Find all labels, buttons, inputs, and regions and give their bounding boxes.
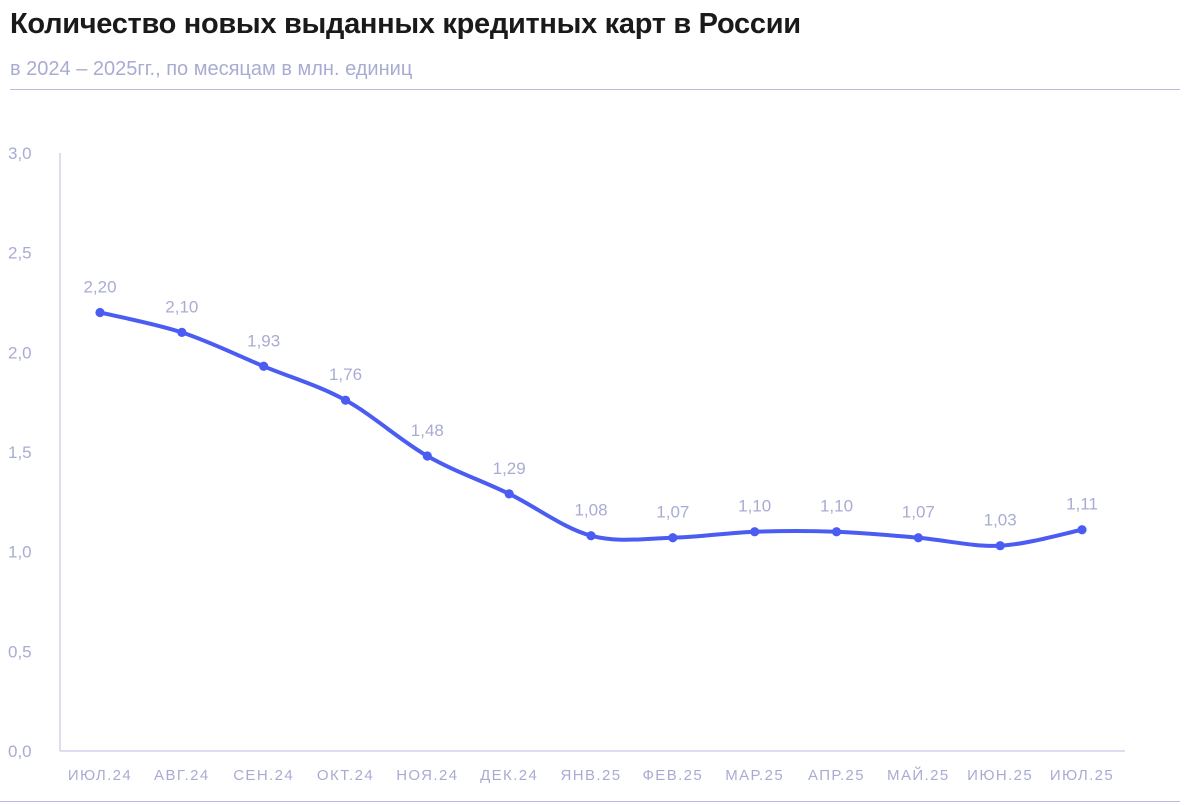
data-label: 2,20 xyxy=(83,277,116,296)
x-tick-label: ЯНВ.25 xyxy=(561,767,622,784)
x-tick-label: ИЮЛ.25 xyxy=(1050,767,1114,784)
data-point xyxy=(913,533,923,543)
chart-subtitle: в 2024 – 2025гг., по месяцам в млн. един… xyxy=(10,58,413,80)
x-tick-label: ДЕК.24 xyxy=(480,767,538,784)
x-axis: ИЮЛ.24 АВГ.24 СЕН.24 ОКТ.24 НОЯ.24 ДЕК.24 ЯНВ.… xyxy=(60,750,1125,784)
x-tick-label: ОКТ.24 xyxy=(317,767,374,784)
data-labels: 2,20 2,10 1,93 1,76 1,48 1,29 1,08 1,07 1,10 1,10… xyxy=(83,277,1097,529)
data-point xyxy=(95,307,105,318)
data-label: 1,48 xyxy=(411,421,444,440)
data-point xyxy=(750,527,760,537)
x-tick-label: ФЕВ.25 xyxy=(642,767,703,784)
x-tick-label: АПР.25 xyxy=(808,767,865,784)
data-point xyxy=(340,395,351,405)
x-tick-label: АВГ.24 xyxy=(154,767,210,784)
x-tick-label: НОЯ.24 xyxy=(396,767,458,784)
data-point xyxy=(995,541,1005,551)
data-point xyxy=(422,451,432,461)
chart-title: Количество новых выданных кредитных карт… xyxy=(10,8,801,40)
data-point xyxy=(831,527,842,537)
data-point xyxy=(586,531,596,541)
data-label: 1,07 xyxy=(656,503,689,522)
data-label: 1,10 xyxy=(738,497,771,516)
data-label: 1,29 xyxy=(493,459,526,478)
data-point xyxy=(504,489,514,499)
y-tick-label: 2,5 xyxy=(8,244,32,263)
y-tick-label: 3,0 xyxy=(8,144,32,163)
x-tick-label: МАР.25 xyxy=(725,767,784,784)
data-label: 2,10 xyxy=(165,297,198,316)
data-label: 1,03 xyxy=(984,511,1017,530)
x-tick-label: ИЮЛ.24 xyxy=(68,767,132,784)
data-label: 1,76 xyxy=(329,365,362,384)
data-label: 1,11 xyxy=(1066,495,1098,514)
data-point xyxy=(259,361,269,371)
x-tick-label: СЕН.24 xyxy=(233,767,294,784)
x-tick-label: МАЙ.25 xyxy=(887,766,950,784)
data-label: 1,10 xyxy=(820,497,853,516)
y-tick-label: 1,5 xyxy=(8,443,32,462)
x-tick-label: ИЮН.25 xyxy=(967,767,1033,784)
footer-divider xyxy=(0,801,1180,802)
y-tick-label: 0,5 xyxy=(8,642,32,661)
header-divider xyxy=(10,89,1180,90)
data-point xyxy=(177,327,187,337)
data-label: 1,07 xyxy=(902,503,935,522)
data-point xyxy=(668,533,678,543)
y-tick-label: 0,0 xyxy=(8,742,32,761)
data-label: 1,93 xyxy=(247,331,280,350)
data-label: 1,08 xyxy=(574,501,607,520)
y-tick-label: 2,0 xyxy=(8,343,32,362)
data-point xyxy=(1077,525,1087,535)
y-tick-label: 1,0 xyxy=(8,543,32,562)
series-new-credit-cards xyxy=(95,307,1087,551)
y-axis: 0,0 0,5 1,0 1,5 2,0 2,5 3,0 xyxy=(8,144,61,761)
